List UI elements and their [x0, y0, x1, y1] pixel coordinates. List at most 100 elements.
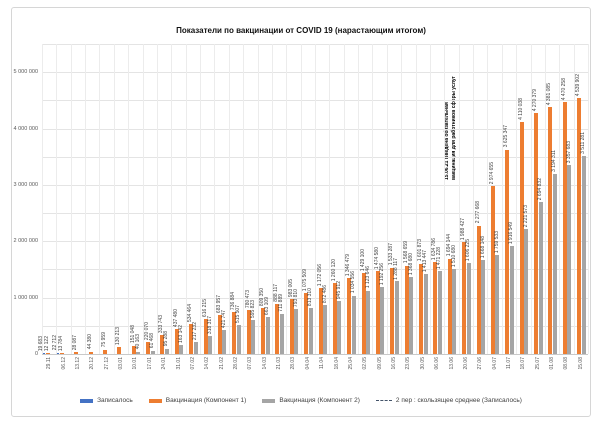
legend-swatch-comp2-icon — [262, 398, 276, 403]
x-gridline — [171, 44, 173, 354]
x-gridline — [415, 44, 417, 354]
bar-label: 421 747 — [220, 310, 227, 329]
bar-comp2 — [179, 344, 184, 354]
x-gridline — [42, 44, 43, 354]
bar-comp2 — [222, 330, 227, 354]
x-tick-label: 17.01 — [146, 357, 153, 370]
x-tick-label: 11.07 — [505, 357, 512, 370]
bar-label: 3 511 281 — [580, 132, 587, 155]
bar-comp1 — [318, 287, 323, 354]
bar-comp1 — [505, 149, 510, 354]
bar-comp1 — [419, 263, 424, 354]
x-tick-label: 11.04 — [319, 357, 326, 370]
bar-comp1 — [74, 352, 79, 354]
x-gridline — [487, 44, 489, 354]
bar-comp1 — [490, 186, 495, 354]
x-tick-label: 27.06 — [477, 357, 484, 370]
x-tick-label: 16.05 — [391, 357, 398, 370]
bar-comp2 — [524, 228, 529, 354]
x-tick-label: 14.03 — [261, 357, 268, 370]
bar-label: 1 034 556 — [350, 271, 357, 294]
x-tick-label: 07.02 — [189, 357, 196, 370]
bar-comp2 — [294, 309, 299, 354]
bar-label: 1 123 646 — [364, 266, 371, 289]
bar-comp1 — [304, 293, 309, 354]
x-tick-label: 29.11 — [46, 357, 53, 370]
bar-label: 2 974 655 — [488, 162, 495, 185]
bar-comp2 — [236, 324, 241, 354]
bar-comp1 — [404, 265, 409, 354]
bar-label: 2 277 668 — [474, 201, 481, 224]
bar-label: 711 889 — [278, 294, 285, 312]
bar-comp2 — [279, 313, 284, 354]
bar-comp1 — [447, 258, 452, 354]
legend-item-moving-average: 2 пер : скользящее среднее (Записалось) — [375, 397, 522, 404]
bar-comp1 — [577, 98, 582, 354]
bar-comp1 — [45, 353, 50, 354]
x-tick-label: 18.04 — [333, 357, 340, 370]
bar-label: 4 110 038 — [517, 98, 524, 121]
x-tick-label: 23.05 — [405, 357, 412, 370]
x-tick-label: 18.07 — [520, 357, 527, 370]
bar-comp2 — [394, 281, 399, 354]
legend-swatch-moving-average-icon — [375, 400, 392, 401]
bar-label: 1 413 447 — [422, 250, 429, 273]
x-gridline — [343, 44, 345, 354]
bar-label: 945 912 — [335, 280, 342, 299]
x-gridline — [271, 44, 273, 354]
bar-comp2 — [409, 276, 414, 354]
bar-comp2 — [337, 300, 342, 354]
bar-label: 4 470 258 — [560, 77, 567, 101]
bar-label: 813 310 — [307, 288, 314, 307]
bar-label: 1 606 225 — [465, 239, 472, 262]
bar-comp1 — [117, 346, 122, 354]
legend-label-comp1: Вакцинация (Компонент 1) — [165, 397, 247, 404]
x-gridline — [85, 44, 87, 354]
bar-comp1 — [59, 353, 64, 354]
bar-comp1 — [548, 107, 553, 354]
x-tick-label: 15.08 — [577, 357, 584, 370]
bar-label: 12 122 — [43, 335, 50, 351]
bar-label: 163 142 — [177, 324, 184, 343]
x-tick-label: 04.07 — [491, 357, 498, 370]
bar-comp1 — [217, 315, 222, 354]
bar-comp1 — [519, 122, 524, 354]
bar-comp2 — [308, 308, 313, 354]
bar-comp2 — [251, 320, 256, 354]
bar-label: 663 109 — [264, 296, 271, 315]
bar-comp1 — [275, 303, 280, 354]
bar-label: 217 232 — [192, 321, 199, 340]
legend-label-zapisalos: Записалось — [97, 397, 133, 404]
bar-comp1 — [246, 310, 251, 354]
y-tick-label: 5 000 000 — [13, 69, 38, 76]
bar-comp1 — [232, 312, 237, 354]
x-tick-label: 20.12 — [89, 357, 96, 370]
bar-label: 4 539 902 — [575, 73, 582, 97]
bar-label: 595 823 — [249, 300, 256, 319]
bar-comp2 — [380, 286, 385, 354]
bar-label: 95 288 — [163, 331, 170, 347]
x-tick-label: 02.05 — [362, 357, 369, 370]
bar-label: 1 510 680 — [450, 244, 457, 267]
x-gridline — [315, 44, 316, 354]
x-tick-label: 09.05 — [376, 357, 383, 370]
plot-area: 15.06.21 Введена обязательная вакцинация… — [14, 44, 589, 370]
x-axis-line — [42, 354, 588, 355]
x-gridline — [243, 44, 245, 354]
x-tick-label: 25.04 — [347, 357, 354, 370]
bar-comp1 — [361, 273, 366, 354]
x-gridline — [200, 44, 202, 354]
bar-comp1 — [562, 102, 567, 354]
legend-swatch-zapisalos-icon — [80, 398, 94, 403]
bar-comp1 — [375, 270, 380, 354]
bar-comp2 — [481, 259, 486, 354]
x-tick-label: 21.02 — [218, 357, 225, 370]
bar-comp2 — [466, 263, 471, 354]
bar-zapisalos — [57, 352, 60, 354]
bar-zapisalos — [43, 352, 45, 354]
x-gridline — [286, 44, 288, 354]
x-gridline — [444, 44, 446, 354]
x-gridline — [113, 44, 115, 354]
bar-comp2 — [150, 350, 155, 354]
x-gridline — [257, 44, 259, 354]
